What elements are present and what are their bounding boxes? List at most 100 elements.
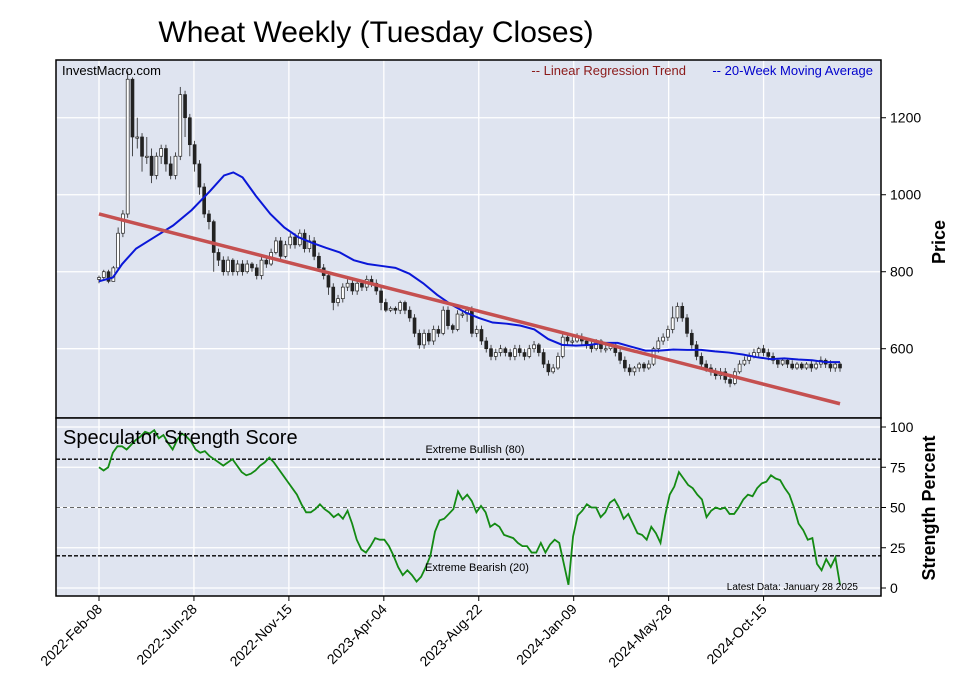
price-candle xyxy=(661,333,665,345)
price-candle xyxy=(417,329,422,349)
price-candle xyxy=(446,306,450,330)
x-tick-label: 2024-Jan-09 xyxy=(513,601,580,668)
x-axis-ticks: 2022-Feb-08 2022-Jun-28 2022-Nov-15 2023-Ap… xyxy=(37,596,770,670)
price-candle xyxy=(536,342,541,357)
candle-body xyxy=(202,186,207,215)
price-candle xyxy=(498,344,503,357)
price-candle xyxy=(780,358,785,367)
candle-body xyxy=(642,363,646,369)
chart-title: Wheat Weekly (Tuesday Closes) xyxy=(158,16,593,49)
candle-body xyxy=(508,352,512,357)
price-candle xyxy=(493,348,498,361)
x-tick-label: 2023-Apr-04 xyxy=(324,601,390,667)
candle-body xyxy=(498,348,503,353)
candle-body xyxy=(274,240,278,253)
price-candle xyxy=(618,348,622,365)
price-candle xyxy=(412,314,417,338)
candle-body xyxy=(728,379,732,384)
candle-body xyxy=(493,352,498,357)
price-candle xyxy=(259,256,264,280)
candle-body xyxy=(355,282,359,292)
candle-body xyxy=(536,344,541,353)
candle-body xyxy=(336,298,340,303)
price-candle xyxy=(312,237,316,261)
price-candle xyxy=(814,360,818,370)
price-candle xyxy=(240,260,245,276)
price-candle xyxy=(135,117,140,149)
price-candle xyxy=(121,210,125,238)
price-candle xyxy=(699,352,704,368)
candle-body xyxy=(240,263,245,273)
price-candle xyxy=(556,352,560,370)
candle-body xyxy=(159,148,163,157)
price-candle xyxy=(130,77,135,157)
price-candle xyxy=(274,237,278,255)
x-tick-label: 2023-Aug-22 xyxy=(416,601,485,670)
candle-body xyxy=(546,363,551,373)
candle-body xyxy=(441,309,446,334)
candle-body xyxy=(121,213,125,234)
price-candle xyxy=(455,310,460,332)
candle-body xyxy=(560,336,565,357)
price-candle xyxy=(398,300,403,315)
candle-body xyxy=(183,94,187,119)
candle-body xyxy=(689,332,694,346)
x-tick-label: 2022-Nov-15 xyxy=(226,601,295,670)
candle-body xyxy=(422,332,426,346)
candle-body xyxy=(235,263,240,273)
candle-body xyxy=(646,363,651,369)
candle-body xyxy=(192,144,197,165)
price-candle xyxy=(675,302,680,322)
x-tick-label: 2022-Jun-28 xyxy=(133,601,200,668)
price-candle xyxy=(245,260,250,274)
candle-body xyxy=(795,363,799,369)
candle-body xyxy=(527,348,532,357)
price-candle xyxy=(522,348,527,361)
candle-body xyxy=(814,363,818,369)
strength-reference-lines xyxy=(56,458,881,557)
price-candle xyxy=(207,210,211,230)
price-candle xyxy=(97,275,101,284)
candle-body xyxy=(317,255,321,269)
candle-body xyxy=(565,336,570,342)
price-candle xyxy=(503,346,508,357)
price-candle xyxy=(436,325,441,338)
price-candle xyxy=(168,156,173,180)
x-tick-label: 2022-Feb-08 xyxy=(37,601,105,669)
price-y-tick-label: 1200 xyxy=(890,110,921,126)
candle-body xyxy=(780,359,785,365)
candle-body xyxy=(254,267,259,276)
candle-body xyxy=(168,163,173,176)
strength-y-tick-label: 0 xyxy=(890,580,898,596)
price-candle xyxy=(350,279,355,295)
latest-data-label: Latest Data: January 28 2025 xyxy=(727,582,859,593)
candle-body xyxy=(403,302,407,311)
price-candle xyxy=(441,306,446,336)
candle-body xyxy=(431,329,436,342)
price-candle xyxy=(326,271,331,295)
candle-body xyxy=(675,306,680,319)
price-candle xyxy=(278,237,283,261)
price-candle xyxy=(484,337,489,353)
candle-body xyxy=(216,252,221,261)
price-candle xyxy=(384,298,388,313)
candle-body xyxy=(101,271,106,278)
strength-panel: Speculator Strength Score Extreme Bullis… xyxy=(55,417,939,597)
price-candle xyxy=(737,360,742,374)
legend-moving-average: -- 20-Week Moving Average xyxy=(712,63,873,78)
price-candle xyxy=(125,71,130,218)
candle-body xyxy=(627,367,632,373)
candle-body xyxy=(293,236,297,246)
price-candle xyxy=(101,269,106,280)
candle-body xyxy=(484,340,489,350)
strength-panel-title: Speculator Strength Score xyxy=(63,427,298,449)
price-candle xyxy=(785,358,790,368)
price-candle xyxy=(474,325,479,338)
price-candle xyxy=(144,136,149,164)
price-candle xyxy=(226,256,230,276)
candle-body xyxy=(264,259,269,265)
candle-body xyxy=(551,367,555,373)
price-candle xyxy=(403,300,407,315)
strength-y-tick-label: 100 xyxy=(890,419,914,435)
price-candle xyxy=(532,341,536,353)
